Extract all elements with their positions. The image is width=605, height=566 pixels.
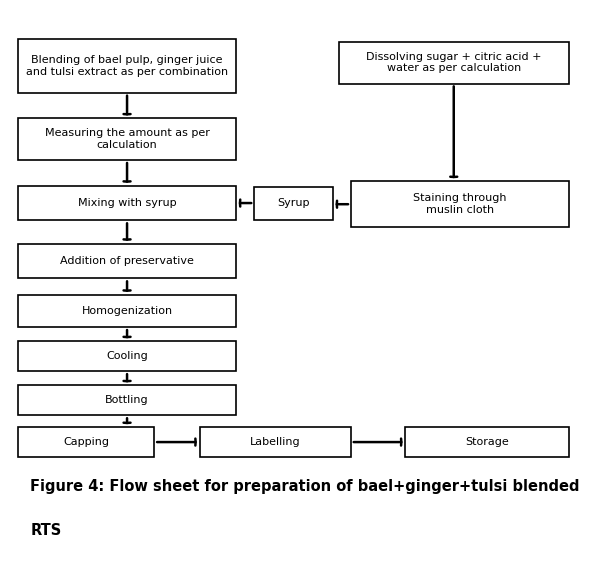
Text: Measuring the amount as per
calculation: Measuring the amount as per calculation <box>45 128 209 150</box>
Text: RTS: RTS <box>30 523 62 538</box>
FancyBboxPatch shape <box>18 40 236 93</box>
Text: Staining through
muslin cloth: Staining through muslin cloth <box>413 194 506 215</box>
Text: Homogenization: Homogenization <box>82 306 172 316</box>
FancyBboxPatch shape <box>405 427 569 457</box>
Text: Addition of preservative: Addition of preservative <box>60 256 194 266</box>
FancyBboxPatch shape <box>18 341 236 371</box>
FancyBboxPatch shape <box>18 385 236 415</box>
Text: Storage: Storage <box>465 437 509 447</box>
Text: Bottling: Bottling <box>105 395 149 405</box>
Text: Dissolving sugar + citric acid +
water as per calculation: Dissolving sugar + citric acid + water a… <box>366 52 541 74</box>
FancyBboxPatch shape <box>18 118 236 160</box>
FancyBboxPatch shape <box>18 186 236 220</box>
Text: Cooling: Cooling <box>106 351 148 361</box>
FancyBboxPatch shape <box>254 187 333 220</box>
Text: Labelling: Labelling <box>250 437 301 447</box>
Text: Figure 4: Flow sheet for preparation of bael+ginger+tulsi blended: Figure 4: Flow sheet for preparation of … <box>30 479 580 495</box>
Text: Blending of bael pulp, ginger juice
and tulsi extract as per combination: Blending of bael pulp, ginger juice and … <box>26 55 228 77</box>
FancyBboxPatch shape <box>18 427 154 457</box>
Text: Capping: Capping <box>63 437 110 447</box>
FancyBboxPatch shape <box>339 42 569 84</box>
Text: Mixing with syrup: Mixing with syrup <box>77 198 177 208</box>
FancyBboxPatch shape <box>351 181 569 228</box>
FancyBboxPatch shape <box>200 427 351 457</box>
Text: Syrup: Syrup <box>277 198 310 208</box>
FancyBboxPatch shape <box>18 295 236 327</box>
FancyBboxPatch shape <box>18 243 236 278</box>
